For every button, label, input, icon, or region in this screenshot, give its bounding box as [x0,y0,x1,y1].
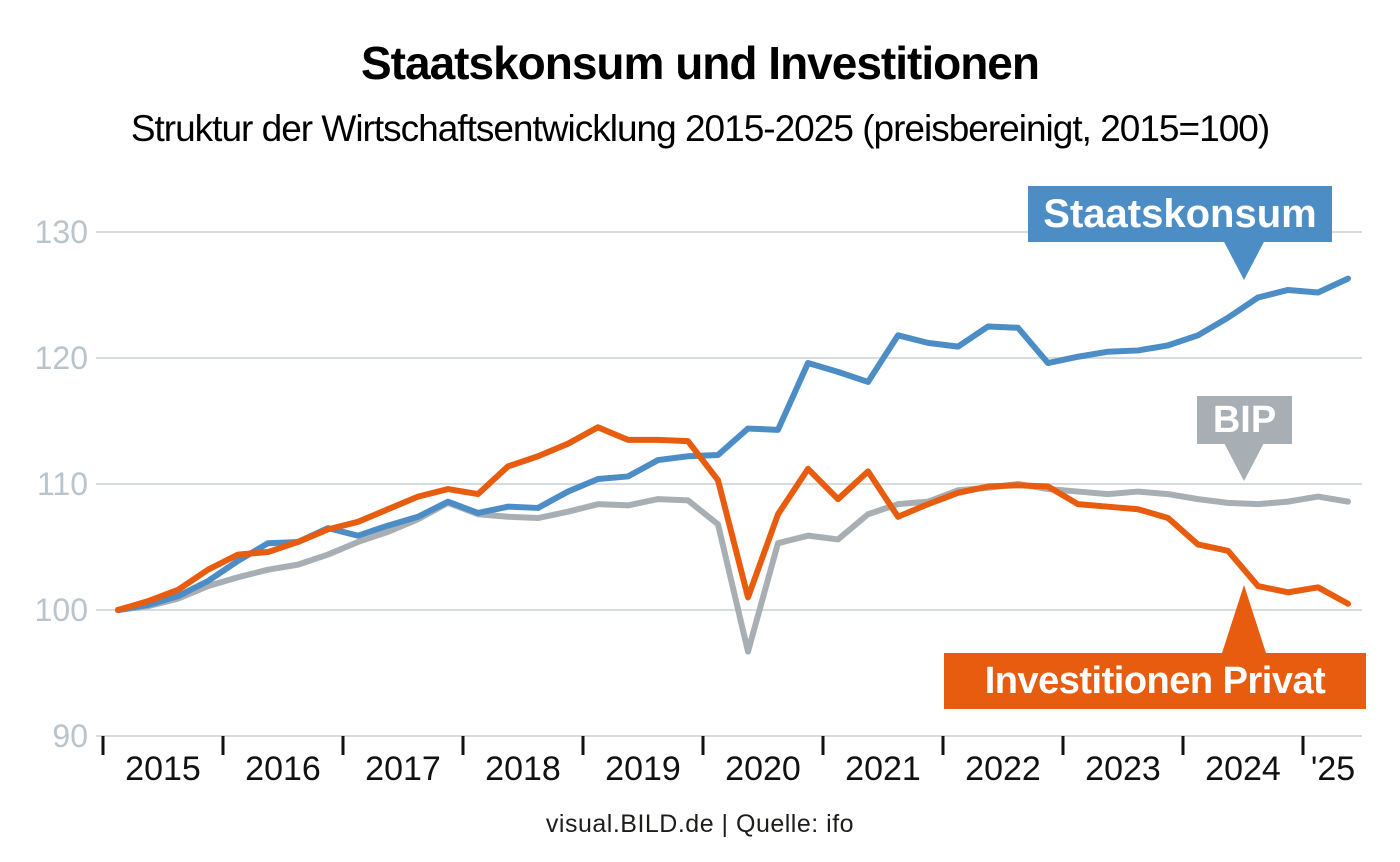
callout-staatskonsum-label: Staatskonsum [1043,191,1317,236]
y-axis-tick-label: 110 [37,466,88,502]
investitionen-arrow-up-icon [1222,585,1266,653]
y-axis-tick-label: 100 [35,592,88,628]
x-axis-year-label: 2020 [725,750,801,788]
x-axis-year-label: 2024 [1205,750,1281,788]
chart-subtitle: Struktur der Wirtschaftsentwicklung 2015… [130,108,1270,149]
x-axis-year-label: 2015 [125,750,201,788]
series-line-investitionen-privat [115,424,1351,613]
y-axis-tick-label: 120 [35,340,88,376]
callout-investitionen: Investitionen Privat [944,653,1366,709]
callout-investitionen-label: Investitionen Privat [984,659,1326,702]
x-axis-year-label: 2016 [245,750,321,788]
x-axis-year-label: 2022 [965,750,1041,788]
series-line-bip [115,481,1351,655]
source-credit: visual.BILD.de | Quelle: ifo [545,810,855,838]
x-axis-year-label: 2018 [485,750,561,788]
x-axis-year-label: 2017 [365,750,441,788]
callout-bip: BIP [1197,396,1292,444]
staatskonsum-arrow-down-icon [1222,238,1266,280]
x-axis-year-label: 2019 [605,750,681,788]
bip-arrow-down-icon [1224,443,1264,481]
callout-bip-label: BIP [1212,398,1277,441]
x-axis-year-label: 2023 [1085,750,1161,788]
y-axis-tick-label: 90 [52,718,88,754]
y-axis-tick-label: 130 [35,214,88,250]
x-axis-year-label: 2021 [845,750,921,788]
x-axis-year-label: '25 [1311,750,1355,788]
chart-title: Staatskonsum und Investitionen [361,37,1040,89]
callout-staatskonsum: Staatskonsum [1028,186,1332,242]
